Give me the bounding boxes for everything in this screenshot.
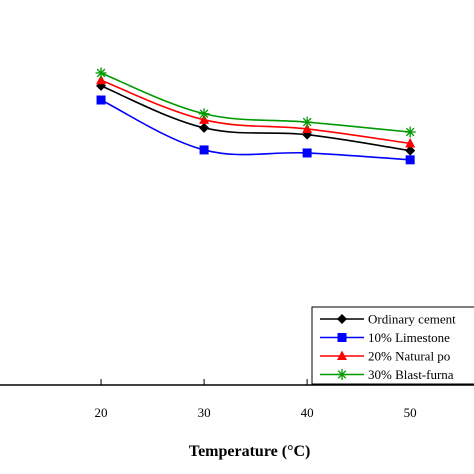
data-point-marker bbox=[302, 148, 312, 158]
data-point-marker bbox=[96, 74, 107, 85]
data-point-marker bbox=[405, 137, 416, 148]
series-line bbox=[100, 99, 411, 161]
data-point-marker bbox=[405, 145, 416, 156]
legend-label: 30% Blast-furna bbox=[368, 367, 454, 382]
series-2 bbox=[96, 74, 416, 148]
series-line bbox=[100, 85, 411, 152]
x-axis-title: Temperature (°C) bbox=[189, 443, 310, 460]
series-1 bbox=[96, 95, 415, 165]
legend-entry: 20% Natural po bbox=[320, 349, 450, 364]
x-tick-label: 50 bbox=[404, 405, 417, 420]
legend-entry: Ordinary cement bbox=[320, 312, 456, 327]
data-point-marker bbox=[199, 122, 210, 133]
data-point-marker bbox=[337, 314, 347, 324]
legend-entry: 30% Blast-furna bbox=[320, 367, 454, 382]
data-point-marker bbox=[199, 145, 209, 155]
x-tick-label: 20 bbox=[95, 405, 108, 420]
data-point-marker bbox=[336, 369, 348, 380]
series-line bbox=[100, 79, 411, 145]
legend: Ordinary cement 10% Limestone 20% Natural … bbox=[311, 306, 474, 385]
data-point-marker bbox=[95, 67, 107, 79]
data-point-marker bbox=[96, 95, 106, 105]
data-point-marker bbox=[301, 116, 313, 128]
data-point-marker bbox=[405, 155, 415, 165]
legend-label: 20% Natural po bbox=[368, 349, 450, 364]
series-layer bbox=[95, 67, 416, 165]
legend-entry: 10% Limestone bbox=[320, 330, 450, 345]
data-point-marker bbox=[198, 108, 210, 120]
axes: 20 30 40 50 bbox=[0, 379, 474, 420]
series-3 bbox=[95, 67, 416, 138]
data-point-marker bbox=[337, 350, 347, 360]
legend-label: 10% Limestone bbox=[368, 330, 450, 345]
data-point-marker bbox=[337, 333, 347, 342]
series-line bbox=[100, 72, 411, 133]
legend-label: Ordinary cement bbox=[368, 312, 456, 327]
data-point-marker bbox=[404, 126, 416, 138]
x-tick-label: 40 bbox=[301, 405, 314, 420]
data-point-marker bbox=[302, 123, 313, 133]
x-tick-label: 30 bbox=[198, 405, 211, 420]
